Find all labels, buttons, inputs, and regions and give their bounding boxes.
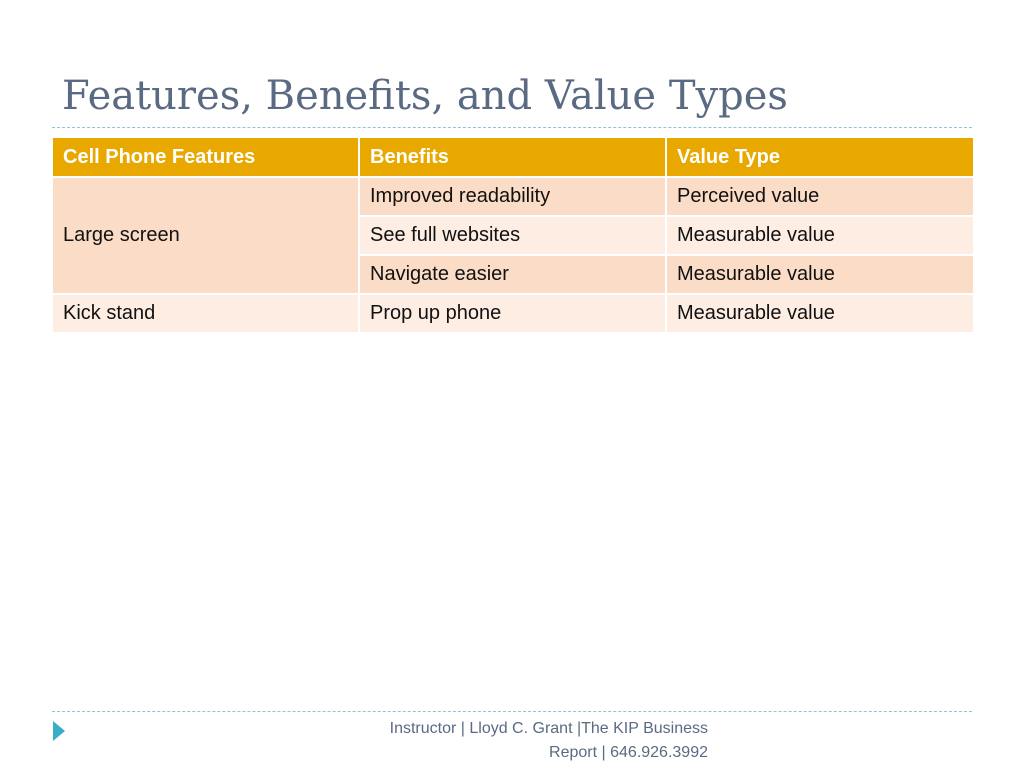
footer-divider	[52, 711, 972, 712]
table-row: Navigate easier Measurable value	[52, 254, 975, 295]
header-cell-features: Cell Phone Features	[51, 136, 360, 178]
value-type-cell: Measurable value	[665, 215, 975, 256]
feature-cell: Large screen	[51, 176, 360, 295]
table-row: Kick stand Prop up phone Measurable valu…	[51, 293, 975, 334]
features-table: Cell Phone Features Benefits Value Type …	[51, 136, 975, 334]
value-type-cell: Measurable value	[665, 254, 975, 295]
feature-cell: Kick stand	[51, 293, 360, 334]
benefit-cell: Improved readability	[358, 176, 667, 217]
triangle-right-icon	[53, 721, 65, 741]
page-title: Features, Benefits, and Value Types	[62, 73, 788, 119]
table-header-row: Cell Phone Features Benefits Value Type	[51, 136, 975, 178]
value-type-cell: Measurable value	[665, 293, 975, 334]
footer-line: Instructor | Lloyd C. Grant |The KIP Bus…	[389, 720, 708, 737]
benefit-cell: See full websites	[358, 215, 667, 256]
footer-credit: Instructor | Lloyd C. Grant |The KIP Bus…	[320, 717, 708, 765]
value-type-cell: Perceived value	[665, 176, 975, 217]
table-row: Large screen Improved readability Percei…	[51, 176, 975, 295]
title-divider	[52, 127, 972, 128]
benefit-cell: Prop up phone	[358, 293, 667, 334]
table-row: See full websites Measurable value	[52, 215, 975, 256]
header-cell-value-type: Value Type	[665, 136, 975, 178]
benefit-cell: Navigate easier	[358, 254, 667, 295]
header-cell-benefits: Benefits	[358, 136, 667, 178]
footer-line: Report | 646.926.3992	[549, 744, 708, 761]
